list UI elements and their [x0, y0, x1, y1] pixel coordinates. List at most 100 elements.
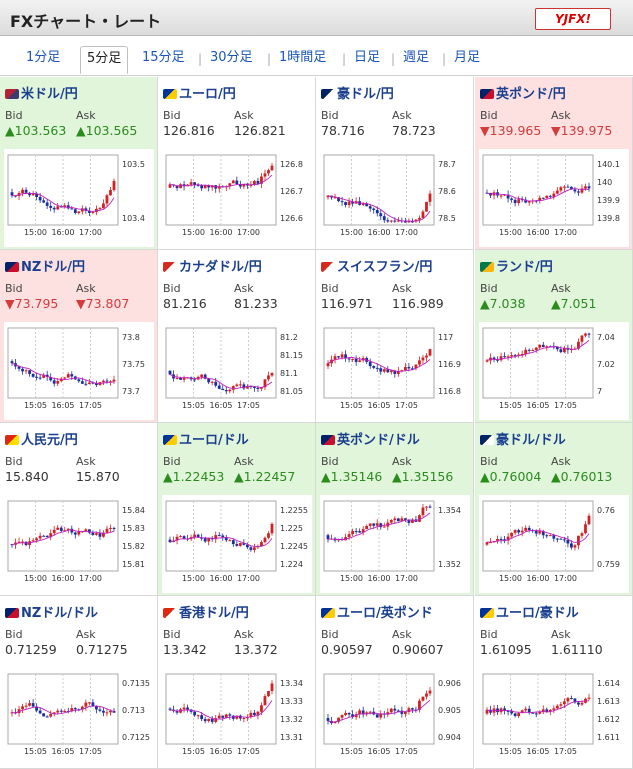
rate-card[interactable]: 米ドル/円 Bid Ask ▲103.563 ▲103.565 103.5 103.4 15:… — [0, 77, 158, 250]
currency-pair-link[interactable]: 米ドル/円 — [5, 83, 78, 102]
rate-card[interactable]: ランド/円 Bid Ask ▲7.038 ▲7.051 7.04 7.02 7 15:05 16:… — [475, 250, 633, 423]
candle-body — [17, 541, 21, 543]
flag-icon — [163, 88, 177, 99]
x-tick-label: 15:00 — [24, 228, 47, 237]
currency-pair-link[interactable]: ユーロ/ドル — [163, 429, 249, 448]
rate-card[interactable]: NZドル/ドル Bid Ask 0.71259 0.71275 0.7135 0.713 0.… — [0, 596, 158, 769]
currency-pair-link[interactable]: NZドル/ドル — [5, 602, 98, 621]
candle-body — [38, 535, 42, 539]
chart-plot-area — [165, 500, 277, 572]
candle-body — [56, 527, 60, 530]
candle-body — [351, 201, 355, 204]
tab-2[interactable]: 5分足 — [80, 46, 129, 74]
tab-6[interactable]: 日足 — [354, 50, 381, 65]
currency-pair-link[interactable]: NZドル/円 — [5, 256, 85, 275]
rate-card[interactable]: 人民元/円 Bid Ask 15.840 15.870 15.84 15.83 15.82 15… — [0, 423, 158, 596]
yjfx-logo[interactable]: YJFX! — [535, 8, 611, 30]
chart-plot-area — [165, 154, 277, 226]
mini-candle-chart[interactable]: 7.04 7.02 7 15:05 16:05 17:05 — [479, 322, 629, 420]
mini-candle-chart[interactable]: 1.2255 1.225 1.2245 1.224 15:00 16:00 17:00 — [162, 495, 312, 593]
tab-1[interactable]: 1分足 — [26, 50, 61, 65]
candle-body — [361, 710, 365, 715]
candle-body — [517, 199, 521, 204]
pair-name: ランド/円 — [496, 260, 553, 275]
rate-card[interactable]: 香港ドル/円 Bid Ask 13.342 13.372 13.34 13.33 13.32 1… — [158, 596, 316, 769]
rate-card[interactable]: ユーロ/英ポンド Bid Ask 0.90597 0.90607 0.906 0.905 0.… — [316, 596, 474, 769]
rate-card[interactable]: ユーロ/ドル Bid Ask ▲1.22453 ▲1.22457 1.2255 1.225 1… — [158, 423, 316, 596]
moving-average-line — [327, 357, 431, 372]
candle-body — [389, 220, 393, 222]
rate-card[interactable]: 豪ドル/円 Bid Ask 78.716 78.723 78.7 78.6 78.5 15:00… — [316, 77, 474, 250]
currency-pair-link[interactable]: ランド/円 — [480, 256, 553, 275]
mini-candle-chart[interactable]: 73.8 73.75 73.7 15:05 16:05 17:05 — [4, 322, 154, 420]
mini-candle-chart[interactable]: 81.2 81.15 81.1 81.05 15:05 16:05 17:05 — [162, 322, 312, 420]
currency-pair-link[interactable]: 英ポンド/ドル — [321, 429, 420, 448]
candle-body — [73, 708, 77, 710]
candle-body — [552, 193, 556, 197]
mini-candle-chart[interactable]: 78.7 78.6 78.5 15:00 16:00 17:00 — [320, 149, 470, 247]
mini-candle-chart[interactable]: 126.8 126.7 126.6 15:00 16:00 17:00 — [162, 149, 312, 247]
tab-8[interactable]: 月足 — [454, 50, 481, 65]
currency-pair-link[interactable]: 香港ドル/円 — [163, 602, 249, 621]
mini-candle-chart[interactable]: 140.1 140 139.9 139.8 15:00 16:00 17:00 — [479, 149, 629, 247]
mini-candle-chart[interactable]: 0.7135 0.713 0.7125 15:05 16:05 17:05 — [4, 668, 154, 766]
y-tick-label: 140 — [597, 178, 612, 187]
currency-pair-link[interactable]: 人民元/円 — [5, 429, 78, 448]
rate-card[interactable]: ユーロ/豪ドル Bid Ask 1.61095 1.61110 1.614 1.613 1.6… — [475, 596, 633, 769]
x-tick-label: 16:05 — [367, 401, 390, 410]
candle-body — [358, 360, 362, 362]
flag-icon — [163, 607, 177, 618]
rate-card[interactable]: スイスフラン/円 Bid Ask 116.971 116.989 117 116.9 116.… — [316, 250, 474, 423]
candle-body — [531, 712, 535, 714]
chart-plot-area — [323, 154, 435, 226]
moving-average-line — [11, 362, 115, 384]
rate-card[interactable]: ユーロ/円 Bid Ask 126.816 126.821 126.8 126.7 126.6… — [158, 77, 316, 250]
y-tick-label: 1.612 — [597, 715, 620, 724]
candle-body — [503, 356, 506, 358]
mini-candle-chart[interactable]: 13.34 13.33 13.32 13.31 15:05 16:05 17:05 — [162, 668, 312, 766]
bid-label: Bid — [5, 455, 23, 468]
currency-pair-link[interactable]: カナダドル/円 — [163, 256, 262, 275]
tab-5[interactable]: 1時間足 — [279, 50, 327, 65]
mini-candle-chart[interactable]: 15.84 15.83 15.82 15.81 15:00 16:00 17:00 — [4, 495, 154, 593]
candle-body — [524, 199, 528, 203]
rate-card[interactable]: NZドル/円 Bid Ask ▼73.795 ▼73.807 73.8 73.75 73.7 1… — [0, 250, 158, 423]
mini-candle-chart[interactable]: 1.614 1.613 1.612 1.611 15:05 16:05 17:05 — [479, 668, 629, 766]
candle-body — [45, 535, 49, 538]
y-tick-label: 103.5 — [122, 160, 145, 169]
candle-body — [400, 518, 404, 522]
rate-card[interactable]: 英ポンド/ドル Bid Ask ▲1.35146 ▲1.35156 1.354 1.352 1… — [316, 423, 474, 596]
mini-candle-chart[interactable]: 117 116.9 116.8 15:05 16:05 17:05 — [320, 322, 470, 420]
x-tick-label: 15:00 — [340, 574, 363, 583]
candle-body — [10, 712, 14, 714]
mini-candle-chart[interactable]: 0.906 0.905 0.904 15:05 16:05 17:05 — [320, 668, 470, 766]
candle-body — [112, 379, 116, 382]
candle-body — [235, 384, 239, 387]
rate-card[interactable]: 豪ドル/ドル Bid Ask ▲0.76004 ▲0.76013 0.76 0.759 15:… — [475, 423, 633, 596]
bid-label: Bid — [321, 109, 339, 122]
mini-candle-chart[interactable]: 103.5 103.4 15:00 16:00 17:00 — [4, 149, 154, 247]
currency-pair-link[interactable]: ユーロ/豪ドル — [480, 602, 579, 621]
mini-candle-chart[interactable]: 1.354 1.352 15:00 16:00 17:00 — [320, 495, 470, 593]
currency-pair-link[interactable]: ユーロ/英ポンド — [321, 602, 433, 621]
currency-pair-link[interactable]: 英ポンド/円 — [480, 83, 566, 102]
candle-body — [10, 361, 14, 364]
currency-pair-link[interactable]: 豪ドル/円 — [321, 83, 394, 102]
ask-value: 15.870 — [76, 469, 120, 484]
x-tick-label: 17:00 — [79, 574, 102, 583]
rate-card[interactable]: 英ポンド/円 Bid Ask ▼139.965 ▼139.975 140.1 140 139.… — [475, 77, 633, 250]
mini-candle-chart[interactable]: 0.76 0.759 15:00 16:00 17:00 — [479, 495, 629, 593]
rate-card[interactable]: カナダドル/円 Bid Ask 81.216 81.233 81.2 81.15 81.1 81… — [158, 250, 316, 423]
tab-7[interactable]: 週足 — [403, 50, 430, 65]
tab-3[interactable]: 15分足 — [142, 50, 185, 65]
x-tick-label: 17:00 — [554, 574, 577, 583]
currency-pair-link[interactable]: 豪ドル/ドル — [480, 429, 566, 448]
candle-body — [337, 356, 340, 358]
candle-body — [52, 712, 56, 715]
candle-body — [552, 708, 556, 710]
currency-pair-link[interactable]: ユーロ/円 — [163, 83, 236, 102]
candle-body — [492, 357, 496, 360]
currency-pair-link[interactable]: スイスフラン/円 — [321, 256, 432, 275]
tab-4[interactable]: 30分足 — [210, 50, 253, 65]
pair-name: 英ポンド/ドル — [337, 433, 420, 448]
